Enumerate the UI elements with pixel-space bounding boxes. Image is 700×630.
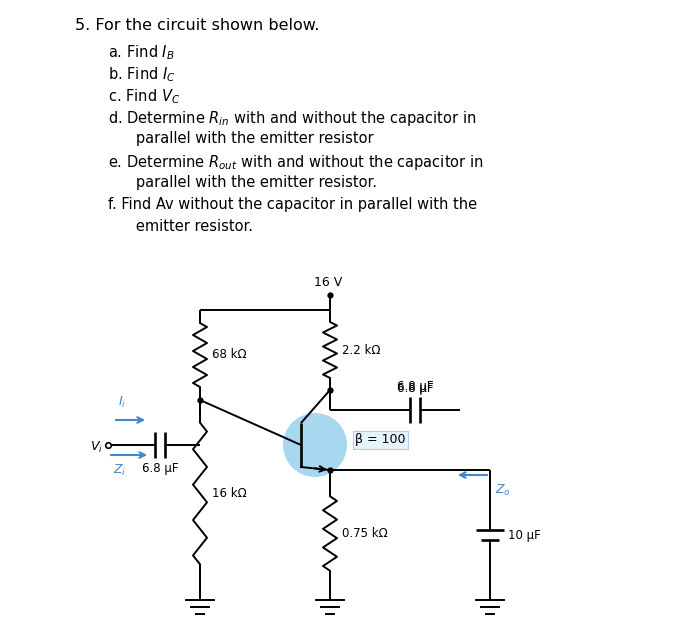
Text: parallel with the emitter resistor: parallel with the emitter resistor bbox=[122, 131, 374, 146]
Text: d. Determine $R_{in}$ with and without the capacitor in: d. Determine $R_{in}$ with and without t… bbox=[108, 109, 477, 128]
Text: a. Find $I_B$: a. Find $I_B$ bbox=[108, 43, 175, 62]
Text: 16 kΩ: 16 kΩ bbox=[212, 487, 246, 500]
Text: b. Find $I_C$: b. Find $I_C$ bbox=[108, 65, 176, 84]
Text: $I_i$: $I_i$ bbox=[118, 395, 126, 410]
Circle shape bbox=[283, 413, 347, 477]
Text: β = 100: β = 100 bbox=[355, 433, 405, 447]
Text: 6.8 μF: 6.8 μF bbox=[397, 380, 433, 393]
Text: c. Find $V_C$: c. Find $V_C$ bbox=[108, 87, 180, 106]
Text: $Z_i$: $Z_i$ bbox=[113, 463, 126, 478]
Text: 68 kΩ: 68 kΩ bbox=[212, 348, 246, 362]
Text: 10 μF: 10 μF bbox=[508, 529, 540, 542]
Text: 6.8 μF: 6.8 μF bbox=[397, 382, 433, 395]
Text: 2.2 kΩ: 2.2 kΩ bbox=[342, 343, 381, 357]
Text: 0.75 kΩ: 0.75 kΩ bbox=[342, 527, 388, 540]
Text: f. Find Av without the capacitor in parallel with the: f. Find Av without the capacitor in para… bbox=[108, 197, 477, 212]
Text: parallel with the emitter resistor.: parallel with the emitter resistor. bbox=[122, 175, 377, 190]
Text: 16 V: 16 V bbox=[314, 276, 342, 289]
Text: 6.8 μF: 6.8 μF bbox=[141, 462, 178, 475]
Text: 5. For the circuit shown below.: 5. For the circuit shown below. bbox=[75, 18, 319, 33]
Text: e. Determine $R_{out}$ with and without the capacitor in: e. Determine $R_{out}$ with and without … bbox=[108, 153, 484, 172]
Text: emitter resistor.: emitter resistor. bbox=[122, 219, 253, 234]
Text: $V_i$: $V_i$ bbox=[90, 440, 103, 455]
Text: $Z_o$: $Z_o$ bbox=[495, 483, 511, 498]
